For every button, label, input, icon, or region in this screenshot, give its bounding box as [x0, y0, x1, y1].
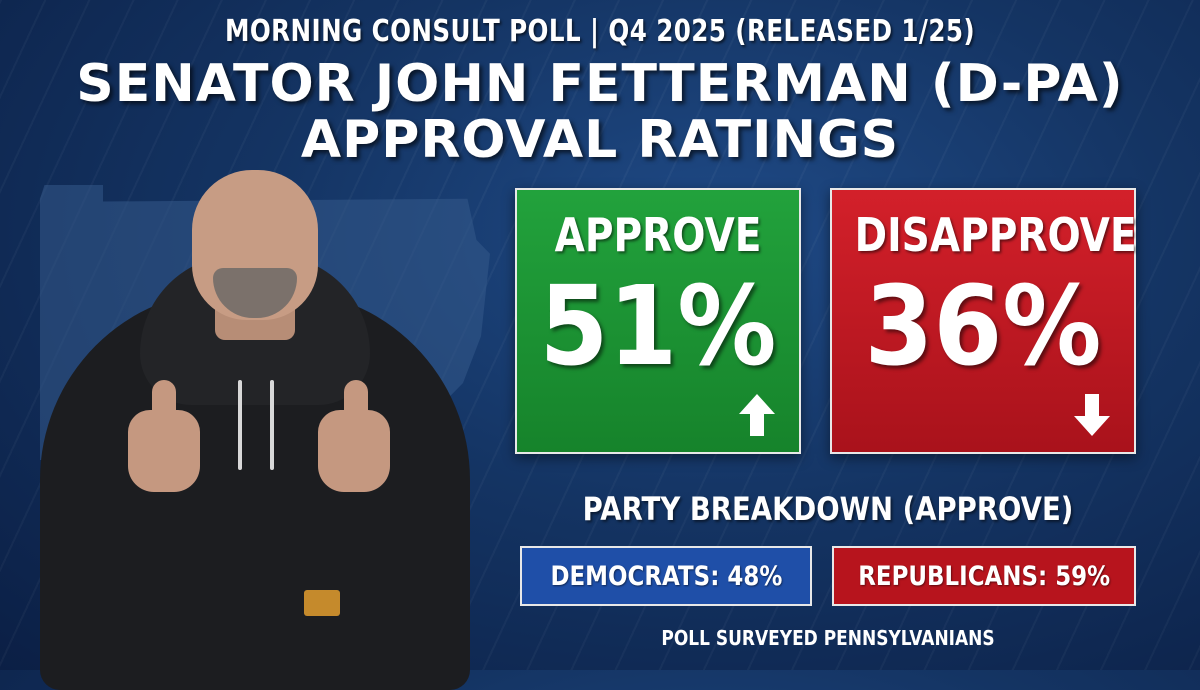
right-hand [318, 410, 390, 492]
disapprove-value: 36% [864, 262, 1102, 390]
arrow-down-icon [1074, 394, 1110, 436]
title-line-1: SENATOR JOHN FETTERMAN (D-PA) [76, 54, 1124, 114]
democrats-badge: DEMOCRATS: 48% [520, 546, 812, 606]
senator-photo [20, 160, 490, 690]
party-breakdown-title: PARTY BREAKDOWN (APPROVE) [582, 490, 1074, 528]
poll-subtitle: MORNING CONSULT POLL | Q4 2025 (RELEASED… [224, 14, 976, 49]
democrats-label: DEMOCRATS: 48% [550, 560, 782, 592]
disapprove-box: DISAPPROVE 36% [830, 188, 1137, 454]
approve-label: APPROVE [554, 208, 762, 262]
page-title: SENATOR JOHN FETTERMAN (D-PA) APPROVAL R… [0, 56, 1200, 168]
title-line-2: APPROVAL RATINGS [300, 110, 900, 170]
left-hand [128, 410, 200, 492]
arrow-up-icon [739, 394, 775, 436]
drawstring-right [270, 380, 274, 470]
approve-value: 51% [539, 262, 777, 390]
republicans-label: REPUBLICANS: 59% [858, 560, 1110, 592]
poll-footnote: POLL SURVEYED PENNSYLVANIANS [661, 626, 995, 650]
drawstring-left [238, 380, 242, 470]
approve-box: APPROVE 51% [515, 188, 801, 454]
hoodie-logo-patch [304, 590, 340, 616]
republicans-badge: REPUBLICANS: 59% [832, 546, 1136, 606]
disapprove-label: DISAPPROVE [854, 208, 1137, 262]
